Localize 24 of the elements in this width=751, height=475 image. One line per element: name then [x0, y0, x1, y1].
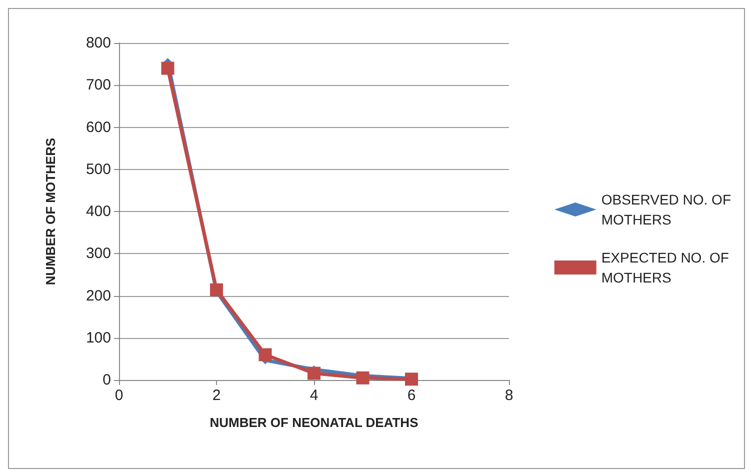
- point: [258, 348, 272, 362]
- x-tick-label: 4: [310, 387, 318, 404]
- legend-label: EXPECTED NO. OF MOTHERS: [601, 250, 729, 286]
- x-tick-label: 0: [114, 387, 124, 404]
- y-tick-label: 800: [86, 34, 111, 52]
- y-tick-label: 200: [86, 287, 111, 304]
- legend-label: OBSERVED NO. OF MOTHERS: [601, 192, 732, 228]
- y-axis-title: NUMBER OF MOTHERS: [43, 138, 58, 286]
- x-tick-label: 6: [407, 387, 416, 404]
- x-tick-label: 8: [504, 387, 514, 404]
- point: [161, 62, 174, 75]
- point: [356, 371, 370, 384]
- y-tick-label: 100: [86, 329, 111, 346]
- y-tick-label: 500: [86, 160, 111, 178]
- point: [210, 283, 223, 296]
- x-tick-label: 2: [212, 387, 221, 404]
- point: [308, 366, 320, 380]
- y-tick-label: 400: [86, 203, 111, 220]
- y-tick-label: 600: [86, 118, 111, 136]
- y-tick-label: 0: [102, 372, 111, 388]
- point: [405, 372, 418, 386]
- y-tick-label: 700: [86, 76, 111, 94]
- x-axis-title: NUMBER OF NEONATAL DEATHS: [210, 415, 419, 430]
- y-tick-label: 300: [86, 245, 111, 262]
